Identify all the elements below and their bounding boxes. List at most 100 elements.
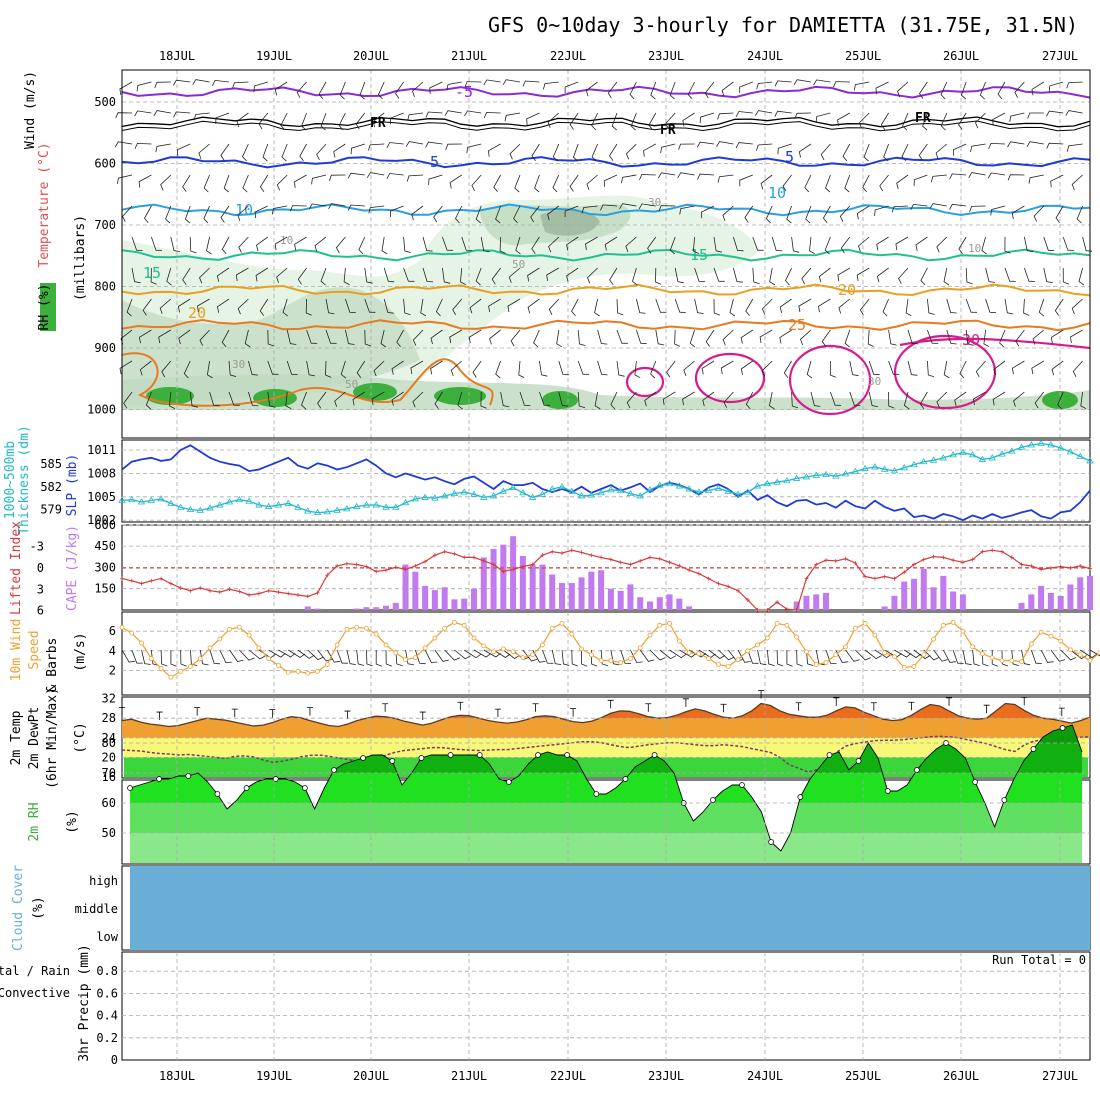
- wind-barb: [722, 205, 734, 222]
- wind-barb: [660, 143, 676, 154]
- wind-speed-point: [383, 642, 389, 648]
- top-date-label: 23JUL: [648, 49, 684, 63]
- lifted-index-point: [1029, 563, 1034, 568]
- cape-bar: [373, 607, 380, 610]
- lifted-index-point: [462, 555, 467, 560]
- lifted-index-point: [599, 555, 604, 560]
- wind-barb: [985, 298, 996, 314]
- cape-bar: [881, 606, 888, 610]
- thickness-point: [714, 484, 723, 491]
- wind-barb: [547, 205, 560, 221]
- wind-barb: [674, 329, 681, 347]
- wind-barb: [794, 112, 812, 120]
- wind-barb: [919, 81, 928, 99]
- wind-barb: [1024, 236, 1034, 253]
- wind-barb: [830, 391, 842, 406]
- wind-barb: [949, 203, 967, 210]
- wind-barb: [335, 236, 346, 254]
- wind-speed-point: [1068, 647, 1073, 653]
- wind-barb: [1027, 112, 1044, 119]
- wind-barb: [566, 236, 579, 251]
- axis-label-lifted-index: Lifted Index: [9, 521, 24, 615]
- wind-10m-barb: [121, 649, 135, 663]
- wind-barb: [629, 81, 637, 100]
- rh-label: 50: [512, 258, 525, 271]
- top-date-label: 22JUL: [550, 49, 586, 63]
- wind-barb: [449, 174, 463, 189]
- wind-barb: [868, 391, 879, 407]
- wind-10m-barb: [776, 649, 784, 667]
- wind-10m-barb: [209, 649, 221, 665]
- wind-barb: [805, 205, 812, 224]
- isotherm-line: [121, 116, 1091, 128]
- wind-barb: [237, 205, 249, 222]
- wind-barb: [901, 143, 909, 162]
- thickness-point: [607, 486, 615, 493]
- thickness-point: [998, 450, 1006, 457]
- wind-barb: [134, 142, 152, 150]
- thickness-point: [704, 486, 713, 493]
- wind-10m-barb: [1089, 649, 1100, 657]
- thickness-point: [783, 476, 791, 484]
- contour-label: 15: [690, 246, 708, 264]
- wind-barb: [569, 174, 579, 192]
- lifted-index-point: [1048, 566, 1053, 570]
- wind-barb: [704, 81, 715, 99]
- wind-barb: [922, 112, 928, 131]
- wind-speed-point: [608, 658, 614, 663]
- wind-barb: [804, 174, 812, 193]
- wind-barb: [959, 360, 967, 379]
- wind-barb: [455, 205, 463, 224]
- wind-barb: [754, 110, 773, 116]
- thickness-point: [851, 467, 860, 474]
- wind-barb: [669, 236, 676, 255]
- lifted-index-point: [413, 563, 418, 568]
- rh-label: 10: [968, 242, 981, 255]
- bottom-date-label: 19JUL: [256, 1069, 292, 1083]
- lifted-index-point: [344, 561, 349, 566]
- top-date-label: 19JUL: [256, 49, 292, 63]
- wind-speed-point: [266, 656, 272, 662]
- cape-bar: [304, 606, 311, 610]
- cape-bar: [422, 585, 429, 610]
- lifted-index-point: [1078, 563, 1083, 568]
- wind-10m-barb: [248, 649, 266, 660]
- wind-barb: [636, 298, 646, 314]
- contour-label: 20: [838, 281, 856, 299]
- cape-bar: [529, 564, 536, 610]
- lifted-index-point: [775, 600, 780, 605]
- wind-barb: [946, 298, 957, 314]
- wind-barb: [425, 141, 443, 148]
- wind-speed-point: [872, 632, 878, 638]
- wind-10m-barb: [630, 649, 643, 663]
- rh-tick-label: 60: [102, 796, 116, 810]
- bottom-date-label: 22JUL: [550, 1069, 586, 1083]
- wind-barb: [876, 267, 889, 283]
- lifted-index-point: [374, 569, 379, 574]
- wind-barb: [199, 329, 210, 346]
- wind-speed-point: [461, 622, 467, 628]
- axis-label-10m-wind: 10m Wind: [9, 619, 24, 682]
- wind-barb: [990, 205, 1006, 216]
- lifted-index-point: [1058, 564, 1063, 569]
- wind-10m-barb: [199, 649, 209, 666]
- temp-minmax-bar: [607, 699, 614, 709]
- wind-barb: [634, 360, 641, 379]
- wind-barb: [879, 174, 889, 192]
- temp-tick-label: 28: [102, 711, 116, 725]
- wind-speed-point: [647, 632, 653, 638]
- wind-frame: [121, 611, 1091, 696]
- wind-barb: [459, 267, 466, 285]
- wind-barb: [267, 360, 279, 375]
- wind-barb: [166, 267, 172, 286]
- contour-label: 25: [788, 316, 806, 334]
- thickness-point: [245, 497, 253, 504]
- lifted-index-point: [667, 560, 672, 565]
- wind-barb: [717, 112, 734, 120]
- wind-barb: [173, 111, 191, 118]
- wind-barb: [979, 81, 986, 100]
- wind-barb: [425, 111, 443, 118]
- axis-label-barbs: & Barbs: [45, 638, 60, 693]
- wind-barb: [856, 205, 870, 220]
- wind-barb: [587, 267, 598, 284]
